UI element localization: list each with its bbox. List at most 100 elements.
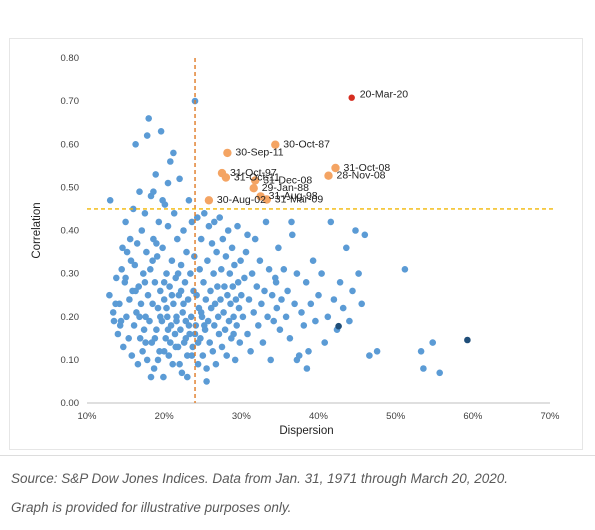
scatter-point [119, 244, 126, 252]
scatter-point [303, 365, 311, 372]
scatter-point [168, 257, 176, 264]
chart-frame: 0.00 0.10 0.20 0.30 0.40 0.50 0.60 0.70 0.80 10%… [9, 38, 583, 450]
scatter-point [153, 240, 160, 247]
scatter-point [123, 248, 131, 256]
highlighted-point [262, 195, 271, 204]
scatter-point [134, 360, 142, 368]
scatter-point [184, 352, 191, 359]
scatter-point [336, 279, 344, 286]
scatter-point [168, 291, 176, 299]
scatter-point [234, 222, 241, 230]
scatter-point [242, 248, 250, 256]
scatter-point [207, 304, 215, 312]
scatter-point [282, 313, 290, 321]
scatter-point [155, 218, 163, 226]
scatter-point [267, 356, 275, 364]
point-label: 31-Oct-97 [230, 167, 277, 179]
scatter-point [143, 248, 150, 256]
scatter-point [221, 283, 228, 290]
x-tick-label: 20% [155, 411, 175, 422]
scatter-point [192, 322, 200, 329]
point-label: 31-Oct-08 [344, 162, 391, 174]
scatter-point [143, 132, 151, 139]
scatter-point [305, 348, 312, 355]
scatter-point [201, 322, 208, 329]
scatter-point [123, 313, 130, 321]
scatter-point [128, 352, 136, 359]
scatter-point [200, 279, 207, 286]
scatter-point [366, 352, 373, 359]
scatter-point [197, 235, 205, 243]
scatter-point [307, 300, 315, 308]
reference-lines [87, 58, 554, 403]
scatter-point [132, 141, 139, 148]
scatter-point [166, 283, 173, 290]
point-label: 29-Jan-88 [262, 182, 309, 194]
scatter-point [309, 257, 317, 264]
highlighted-point [324, 171, 333, 180]
scatter-point [203, 378, 210, 385]
scatter-point [218, 343, 226, 351]
scatter-point [436, 369, 444, 377]
scatter-point [114, 330, 122, 338]
scatter-point [232, 296, 240, 303]
scatter-point [417, 348, 425, 355]
scatter-point [141, 210, 149, 217]
scatter-point [235, 304, 243, 312]
y-tick-label: 0.80 [61, 53, 80, 64]
scatter-point [261, 287, 268, 295]
x-tick-label: 30% [232, 411, 252, 422]
scatter-point [137, 300, 145, 308]
highlighted-point [348, 94, 355, 101]
scatter-point [248, 270, 256, 277]
scatter-point [222, 253, 230, 260]
highlighted-points [204, 94, 355, 205]
scatter-point [151, 335, 159, 342]
scatter-point [157, 287, 164, 295]
scatter-point [118, 266, 125, 273]
scatter-point [133, 240, 141, 247]
scatter-point [140, 326, 148, 334]
scatter-point [144, 291, 152, 299]
scatter-point [141, 279, 149, 286]
scatter-point [169, 360, 176, 368]
scatter-point [173, 317, 180, 325]
scatter-point [212, 360, 220, 368]
y-axis-title: Correlation [31, 202, 43, 258]
scatter-point [122, 274, 129, 282]
scatter-point [286, 335, 294, 342]
scatter-point [244, 330, 251, 338]
scatter-point [250, 309, 257, 316]
scatter-point [116, 322, 124, 329]
scatter-point [224, 227, 232, 234]
scatter-point [196, 266, 203, 273]
scatter-point [187, 313, 195, 321]
y-tick-label: 0.10 [61, 355, 80, 366]
scatter-point [429, 339, 437, 346]
scatter-point [146, 317, 153, 325]
scatter-point [231, 356, 239, 364]
scatter-point [191, 253, 198, 260]
scatter-point [179, 309, 186, 316]
scatter-point [188, 218, 196, 226]
scatter-point [150, 365, 158, 372]
y-tick-label: 0.60 [61, 139, 80, 150]
scatter-point [193, 291, 200, 299]
scatter-point [130, 205, 137, 213]
scatter-point [230, 330, 237, 338]
x-tick-label: 40% [309, 411, 329, 422]
scatter-point [170, 149, 177, 157]
scatter-point [211, 218, 218, 226]
scatter-point [165, 352, 173, 359]
scatter-point [150, 188, 157, 195]
scatter-point [164, 326, 172, 334]
scatter-point [251, 235, 259, 243]
scatter-point [164, 313, 171, 321]
scatter-point [136, 335, 144, 342]
scatter-point [258, 300, 265, 308]
y-tick-label: 0.40 [61, 226, 80, 237]
scatter-point [216, 214, 223, 221]
scatter-point-dark [464, 336, 471, 344]
scatter-point [214, 283, 221, 290]
point-label: 31-Mar-09 [275, 193, 324, 205]
